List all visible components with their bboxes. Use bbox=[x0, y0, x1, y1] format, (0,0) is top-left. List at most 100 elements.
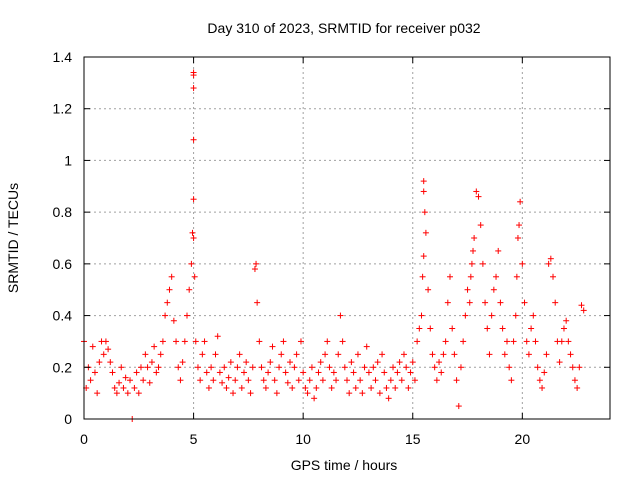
data-point bbox=[190, 235, 197, 241]
x-tick-label: 20 bbox=[515, 431, 531, 447]
data-point bbox=[552, 299, 559, 306]
y-tick-label: 1.4 bbox=[53, 49, 73, 65]
data-point bbox=[190, 85, 197, 92]
data-point bbox=[311, 395, 318, 402]
data-point bbox=[203, 369, 210, 376]
data-point bbox=[571, 377, 578, 384]
data-point bbox=[372, 377, 379, 384]
data-point bbox=[344, 377, 350, 384]
axis-ticks bbox=[83, 56, 610, 420]
data-point bbox=[181, 338, 188, 345]
data-point bbox=[565, 338, 572, 345]
data-point bbox=[455, 403, 462, 410]
data-point bbox=[113, 390, 120, 397]
data-point bbox=[102, 338, 109, 345]
data-point bbox=[425, 286, 432, 293]
data-point bbox=[267, 359, 274, 366]
data-point bbox=[216, 369, 223, 376]
data-point bbox=[249, 364, 256, 371]
data-point bbox=[276, 364, 283, 371]
data-point bbox=[578, 302, 585, 309]
data-point bbox=[545, 260, 552, 267]
data-point bbox=[148, 359, 155, 366]
data-point bbox=[297, 338, 304, 345]
data-point bbox=[460, 338, 467, 345]
data-point bbox=[175, 364, 182, 371]
data-point bbox=[466, 299, 473, 306]
data-point bbox=[107, 359, 114, 366]
data-point bbox=[273, 390, 280, 397]
y-axis-label: SRMTID / TECUs bbox=[5, 183, 21, 293]
data-point bbox=[184, 312, 191, 319]
data-point bbox=[468, 260, 475, 267]
data-point bbox=[192, 338, 199, 345]
data-point bbox=[243, 359, 250, 366]
data-point bbox=[116, 379, 123, 386]
data-point bbox=[111, 384, 118, 391]
data-point bbox=[376, 390, 383, 397]
chart-title: Day 310 of 2023, SRMTID for receiver p03… bbox=[207, 20, 480, 36]
data-point bbox=[379, 351, 386, 358]
data-point bbox=[214, 333, 221, 340]
data-point bbox=[556, 359, 563, 366]
data-point bbox=[560, 325, 567, 332]
data-point bbox=[374, 359, 381, 366]
data-point bbox=[199, 351, 206, 358]
data-point bbox=[221, 364, 228, 371]
data-point bbox=[269, 343, 276, 350]
data-point bbox=[223, 384, 230, 391]
data-point bbox=[179, 359, 186, 366]
data-point bbox=[521, 299, 528, 306]
data-point bbox=[433, 377, 440, 384]
y-tick-labels: 0 0.2 0.4 0.6 0.8 1 1.2 1.4 bbox=[53, 49, 73, 427]
data-point bbox=[197, 377, 204, 384]
data-point bbox=[89, 343, 96, 350]
data-point bbox=[383, 384, 390, 391]
data-point bbox=[354, 351, 361, 358]
data-point bbox=[420, 253, 427, 260]
data-point bbox=[470, 247, 477, 254]
data-point bbox=[234, 364, 241, 371]
data-point bbox=[190, 136, 197, 143]
data-point bbox=[530, 312, 537, 319]
data-point bbox=[328, 384, 335, 391]
data-point bbox=[282, 369, 289, 376]
data-point bbox=[271, 377, 278, 384]
x-tick-label: 5 bbox=[190, 431, 198, 447]
data-point bbox=[421, 209, 428, 216]
data-point bbox=[191, 273, 198, 280]
data-point bbox=[168, 273, 175, 280]
x-tick-label: 10 bbox=[295, 431, 311, 447]
data-point bbox=[240, 369, 247, 376]
data-point bbox=[109, 369, 116, 376]
data-point bbox=[308, 364, 315, 371]
data-point bbox=[265, 369, 272, 376]
data-point bbox=[516, 222, 523, 229]
data-point bbox=[385, 395, 392, 402]
data-point bbox=[170, 317, 177, 324]
data-point bbox=[508, 377, 515, 384]
data-point bbox=[477, 222, 484, 229]
y-tick-label: 0.8 bbox=[53, 204, 73, 220]
data-point bbox=[387, 377, 394, 384]
data-point bbox=[190, 69, 197, 76]
data-point bbox=[186, 286, 193, 293]
data-point bbox=[493, 273, 500, 280]
data-point bbox=[306, 377, 313, 384]
data-point bbox=[289, 384, 296, 391]
data-point bbox=[418, 312, 425, 319]
data-point bbox=[539, 384, 546, 391]
data-point bbox=[194, 364, 201, 371]
data-point bbox=[330, 369, 337, 376]
data-point bbox=[188, 260, 195, 267]
data-point bbox=[453, 377, 460, 384]
x-axis-label: GPS time / hours bbox=[291, 457, 398, 473]
data-point bbox=[118, 364, 125, 371]
data-point bbox=[482, 299, 489, 306]
data-point bbox=[449, 325, 456, 332]
y-tick-label: 1.2 bbox=[53, 101, 73, 117]
y-tick-label: 0.4 bbox=[53, 308, 73, 324]
data-point bbox=[315, 369, 322, 376]
data-point bbox=[519, 260, 526, 267]
data-point bbox=[359, 390, 366, 397]
